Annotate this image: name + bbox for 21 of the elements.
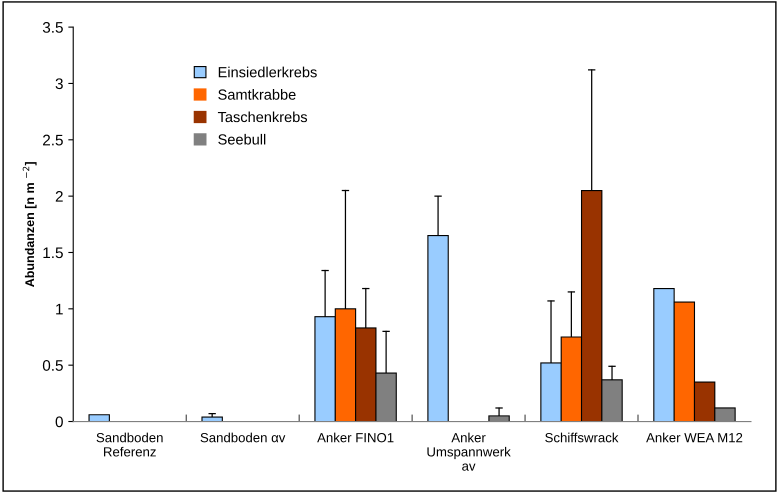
y-tick-label: 3.5 [42,22,63,33]
y-axis-title: Abundanzen [n m $^{−2}$] [22,162,37,287]
x-tick-label: Sandboden Referenz [96,432,163,457]
x-tick-label: Anker WEA M12 [646,432,742,442]
x-tick-label: Anker FINO1 [317,432,394,442]
y-tick-label: 2.5 [43,134,63,146]
legend-label: Taschenkrebs [218,111,308,122]
y-tick-label: 3 [56,78,63,90]
y-tick-label: 0.5 [42,360,63,371]
x-tick-label: Schiffswrack [545,432,618,442]
bar [88,414,110,422]
y-tick-label: 1.5 [43,248,63,258]
legend-label: Samtkrabbe [218,89,296,100]
x-tick-label: Sandboden αv [200,432,286,442]
y-tick-label: 0 [56,416,63,428]
bar [201,416,223,422]
y-tick-label: 1 [56,304,63,314]
y-tick-label: 2 [56,191,63,202]
legend-label: Seebull [218,134,266,145]
x-tick-label: Anker Umspannwerk av [427,432,511,471]
legend-label: Einsiedlerkrebs [218,66,317,78]
